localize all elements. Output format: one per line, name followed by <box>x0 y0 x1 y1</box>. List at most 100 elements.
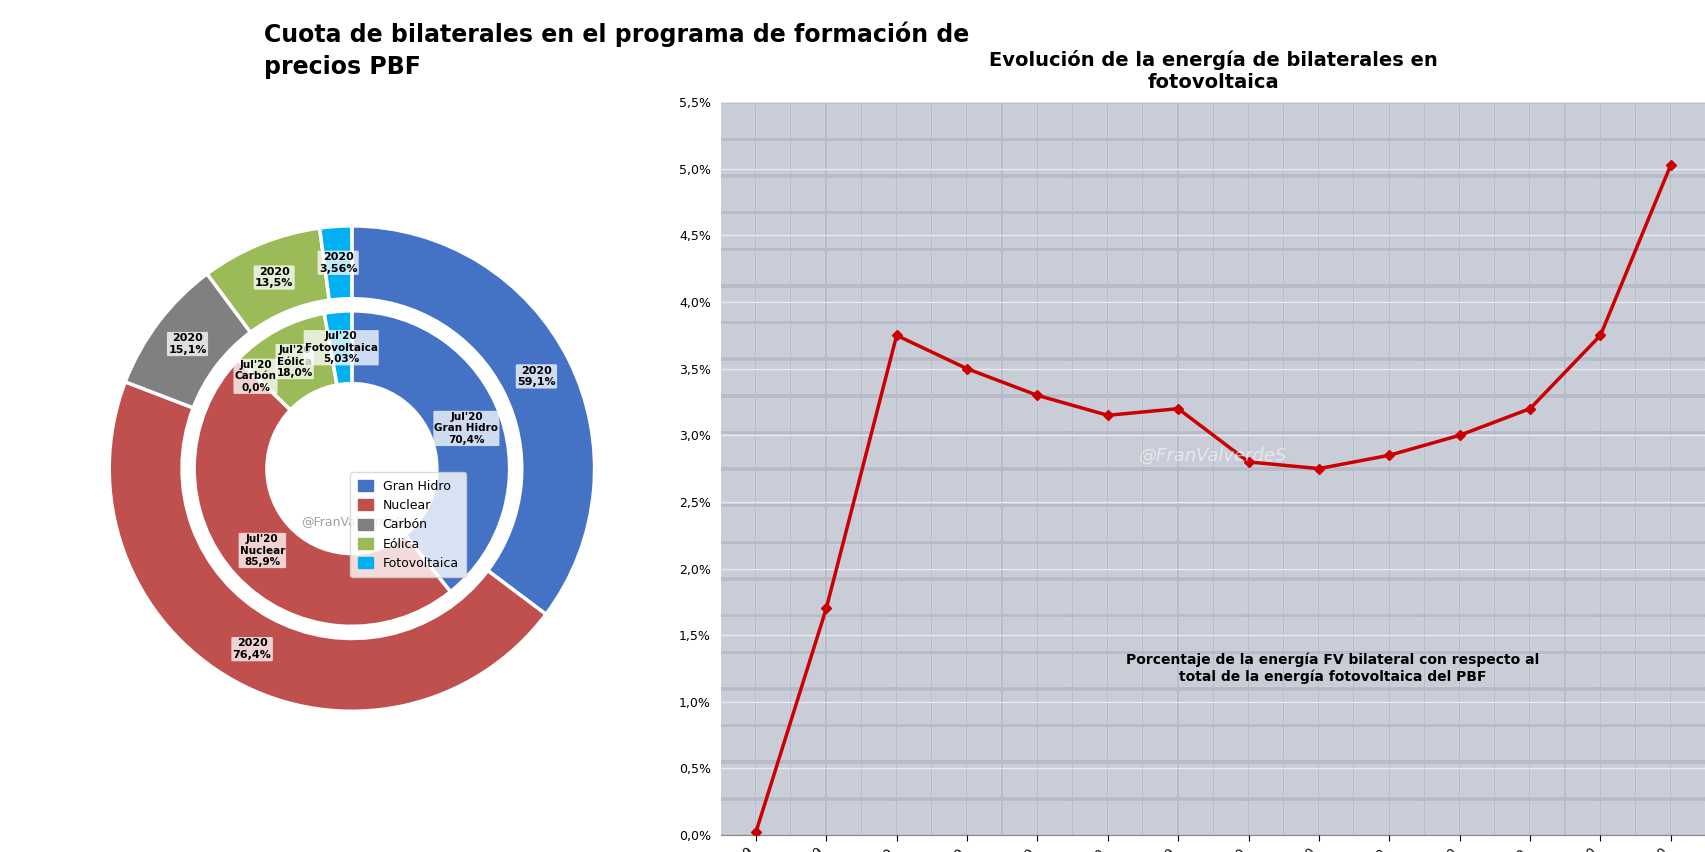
Bar <box>1494 691 1528 722</box>
Bar <box>1599 471 1633 503</box>
Bar <box>755 288 789 320</box>
Bar <box>1390 764 1422 796</box>
Bar <box>1178 728 1211 759</box>
Bar <box>1318 361 1352 393</box>
Bar <box>755 215 789 246</box>
Bar <box>1284 691 1316 722</box>
Bar <box>755 801 789 832</box>
Bar <box>1671 471 1703 503</box>
Bar <box>1037 581 1071 613</box>
Bar <box>1529 215 1562 246</box>
Bar <box>1529 728 1562 759</box>
Bar <box>791 801 824 832</box>
Bar <box>1003 178 1035 210</box>
Bar <box>1108 325 1141 356</box>
Bar <box>1529 654 1562 686</box>
Bar <box>1248 691 1280 722</box>
Bar <box>967 105 999 136</box>
Bar <box>1529 544 1562 576</box>
Bar <box>1108 435 1141 466</box>
Bar <box>1212 801 1246 832</box>
Bar <box>861 361 895 393</box>
Bar <box>1037 654 1071 686</box>
Bar <box>1390 325 1422 356</box>
Bar <box>897 618 929 649</box>
Bar <box>1178 178 1211 210</box>
Bar <box>1284 801 1316 832</box>
Bar <box>1565 215 1598 246</box>
Bar <box>1284 435 1316 466</box>
Bar <box>1599 435 1633 466</box>
Bar <box>1494 728 1528 759</box>
Bar <box>755 435 789 466</box>
Text: Jul'20
Fotovoltaica
5,03%: Jul'20 Fotovoltaica 5,03% <box>305 331 377 365</box>
Bar <box>931 325 965 356</box>
Bar <box>861 141 895 173</box>
Bar <box>1459 728 1492 759</box>
Bar <box>1424 801 1458 832</box>
Bar <box>1529 471 1562 503</box>
Bar <box>1142 325 1176 356</box>
Bar <box>1671 251 1703 283</box>
Bar <box>1354 178 1386 210</box>
Bar <box>1142 544 1176 576</box>
Bar <box>1459 141 1492 173</box>
Bar <box>1599 618 1633 649</box>
Bar <box>1037 728 1071 759</box>
Bar <box>1565 508 1598 539</box>
Bar <box>755 654 789 686</box>
Bar <box>1178 508 1211 539</box>
Bar <box>861 728 895 759</box>
Bar <box>1529 435 1562 466</box>
Bar <box>1072 215 1105 246</box>
Bar <box>1142 398 1176 429</box>
Bar <box>1318 471 1352 503</box>
Bar <box>967 251 999 283</box>
Bar <box>1108 581 1141 613</box>
Bar <box>931 544 965 576</box>
Bar <box>1599 325 1633 356</box>
Bar <box>1003 801 1035 832</box>
Bar <box>1565 691 1598 722</box>
Text: @FranValverdeS: @FranValverdeS <box>300 515 402 528</box>
Bar <box>1424 691 1458 722</box>
Bar <box>1459 764 1492 796</box>
Bar <box>1072 508 1105 539</box>
Bar <box>1635 654 1667 686</box>
Bar <box>931 105 965 136</box>
Bar <box>1284 581 1316 613</box>
Bar <box>1178 764 1211 796</box>
Bar <box>931 764 965 796</box>
Bar <box>1178 251 1211 283</box>
Bar <box>791 105 824 136</box>
Bar <box>1037 288 1071 320</box>
Bar <box>967 654 999 686</box>
Bar <box>1390 361 1422 393</box>
Bar <box>755 508 789 539</box>
Bar <box>1248 178 1280 210</box>
Bar <box>1003 105 1035 136</box>
Bar <box>791 141 824 173</box>
Bar <box>1142 215 1176 246</box>
Bar <box>1354 471 1386 503</box>
Bar <box>1599 801 1633 832</box>
Bar <box>861 471 895 503</box>
Bar <box>827 654 859 686</box>
Bar <box>1108 361 1141 393</box>
Bar <box>1248 361 1280 393</box>
Bar <box>931 435 965 466</box>
Bar <box>1284 618 1316 649</box>
Bar <box>721 325 754 356</box>
Bar <box>1671 508 1703 539</box>
Bar <box>1212 728 1246 759</box>
Bar <box>1072 325 1105 356</box>
Bar <box>1390 178 1422 210</box>
Bar <box>1248 471 1280 503</box>
Bar <box>1599 764 1633 796</box>
Bar <box>897 471 929 503</box>
Bar <box>1424 141 1458 173</box>
Bar <box>1529 801 1562 832</box>
Bar <box>1318 764 1352 796</box>
Bar <box>1494 508 1528 539</box>
Bar <box>1037 215 1071 246</box>
